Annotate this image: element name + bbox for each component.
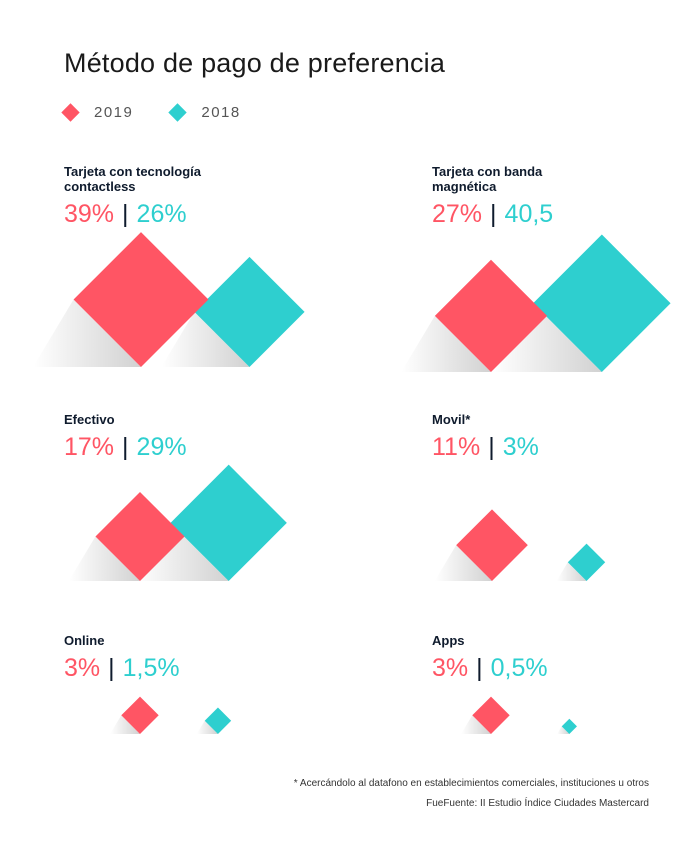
value-2018: 1,5% bbox=[122, 654, 180, 682]
legend-label-2018: 2018 bbox=[201, 104, 241, 121]
diamond-2018-shadow bbox=[196, 720, 218, 734]
footnote: * Acercándolo al datafono en establecimi… bbox=[293, 778, 649, 789]
diamond-2019 bbox=[456, 509, 528, 581]
legend-swatch-2018 bbox=[168, 103, 188, 122]
diamond-2018-shadow bbox=[491, 303, 602, 372]
diamond-2019-shadow bbox=[434, 545, 492, 581]
separator: | bbox=[476, 654, 483, 682]
diamond-2018 bbox=[561, 718, 577, 734]
panel-values: 3% | 1,5% bbox=[64, 654, 324, 682]
panel-label: Efectivo bbox=[64, 412, 115, 427]
legend-item-2018: 2018 bbox=[168, 103, 241, 122]
value-2019: 3% bbox=[64, 654, 101, 682]
diamond-2019-shadow bbox=[110, 715, 140, 734]
value-2018: 3% bbox=[502, 433, 539, 461]
diamond-2018-shadow bbox=[161, 311, 250, 367]
diamond-2019-shadow bbox=[401, 315, 491, 372]
separator: | bbox=[122, 433, 129, 461]
value-2018: 26% bbox=[136, 200, 187, 228]
panel-label: Tarjeta con tecnología contactless bbox=[64, 164, 202, 194]
legend: 2019 2018 bbox=[61, 103, 279, 122]
diamond-2019 bbox=[95, 491, 185, 581]
diamond-2018 bbox=[567, 543, 606, 581]
diamond-2019-shadow bbox=[461, 715, 491, 734]
diamond-2018-shadow bbox=[556, 562, 587, 581]
value-2019: 17% bbox=[64, 433, 115, 461]
panel-values: 39% | 26% bbox=[64, 200, 324, 228]
panel-cash: Efectivo 17% | 29% bbox=[64, 412, 324, 461]
panel-contactless: Tarjeta con tecnología contactless 39% | 2… bbox=[64, 164, 324, 228]
diamond-2018 bbox=[204, 707, 232, 734]
diamond-2019 bbox=[121, 696, 159, 734]
legend-swatch-2019 bbox=[61, 103, 80, 122]
panel-online: Online 3% | 1,5% bbox=[64, 633, 324, 682]
separator: | bbox=[108, 654, 115, 682]
panel-apps: Apps 3% | 0,5% bbox=[432, 633, 692, 682]
panel-values: 27% | 40,5 bbox=[432, 200, 692, 228]
source-note: FueFuente: II Estudio Índice Ciudades Ma… bbox=[426, 798, 649, 809]
panel-values: 11% | 3% bbox=[432, 433, 692, 461]
panel-label: Online bbox=[64, 633, 105, 648]
diamond-2018 bbox=[533, 234, 671, 372]
panel-mobile: Movil* 11% | 3% bbox=[432, 412, 692, 461]
panel-magnetic: Tarjeta con banda magnética 27% | 40,5 bbox=[432, 164, 692, 228]
diamond-2019 bbox=[73, 232, 209, 367]
diamond-2019 bbox=[472, 696, 510, 734]
value-2019: 11% bbox=[432, 433, 481, 461]
separator: | bbox=[490, 200, 497, 228]
panel-label: Tarjeta con banda magnética bbox=[432, 164, 543, 194]
diamond-2019-shadow bbox=[33, 299, 141, 367]
diamond-2018 bbox=[194, 256, 305, 367]
panel-label: Apps bbox=[432, 633, 465, 648]
separator: | bbox=[122, 200, 129, 228]
panel-label: Movil* bbox=[432, 412, 471, 427]
legend-item-2019: 2019 bbox=[61, 103, 134, 122]
value-2018: 29% bbox=[136, 433, 187, 461]
value-2018: 0,5% bbox=[490, 654, 548, 682]
chart-title: Método de pago de preferencia bbox=[64, 48, 446, 78]
diamond-2018-shadow bbox=[135, 522, 229, 581]
diamond-2018 bbox=[170, 464, 287, 581]
panel-values: 3% | 0,5% bbox=[432, 654, 692, 682]
value-2019: 39% bbox=[64, 200, 115, 228]
legend-label-2019: 2019 bbox=[94, 104, 134, 121]
value-2018: 40,5 bbox=[504, 200, 554, 228]
separator: | bbox=[488, 433, 495, 461]
diamond-2018-shadow bbox=[557, 726, 570, 734]
diamond-2019-shadow bbox=[68, 536, 140, 581]
value-2019: 27% bbox=[432, 200, 483, 228]
diamond-2019 bbox=[434, 259, 548, 372]
value-2019: 3% bbox=[432, 654, 469, 682]
panel-values: 17% | 29% bbox=[64, 433, 324, 461]
